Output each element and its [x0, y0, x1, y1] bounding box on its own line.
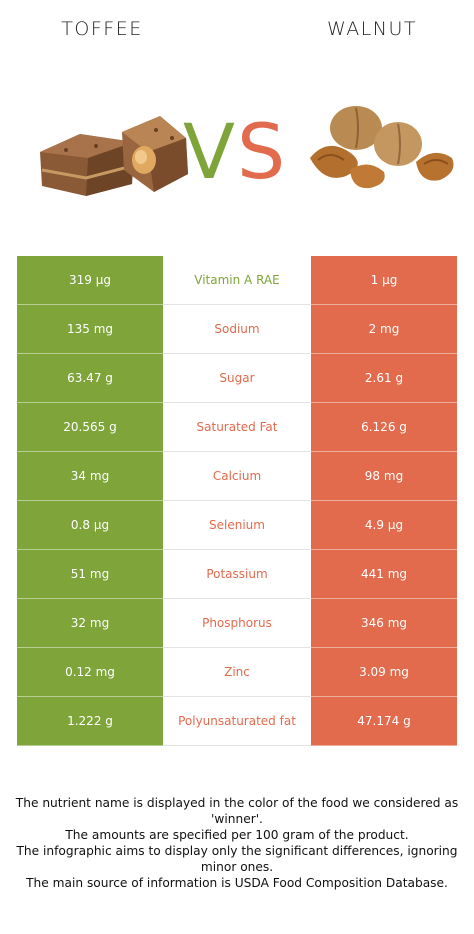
walnut-value: 2.61 g	[311, 354, 457, 403]
toffee-value: 1.222 g	[17, 697, 163, 746]
food-title-right: WALNUT	[326, 18, 418, 40]
table-row: 0.8 µg Selenium 4.9 µg	[17, 501, 457, 550]
walnut-value: 6.126 g	[311, 403, 457, 452]
footer-notes: The nutrient name is displayed in the co…	[14, 795, 460, 891]
walnut-value: 98 mg	[311, 452, 457, 501]
nutrient-name: Potassium	[163, 550, 311, 599]
nutrient-name: Phosphorus	[163, 599, 311, 648]
footer-line: The nutrient name is displayed in the co…	[15, 796, 459, 826]
nutrient-name: Selenium	[163, 501, 311, 550]
toffee-value: 0.12 mg	[17, 648, 163, 697]
table-row: 32 mg Phosphorus 346 mg	[17, 599, 457, 648]
toffee-value: 32 mg	[17, 599, 163, 648]
walnut-value: 47.174 g	[311, 697, 457, 746]
walnut-value: 2 mg	[311, 305, 457, 354]
toffee-value: 0.8 µg	[17, 501, 163, 550]
footer-line: The infographic aims to display only the…	[16, 844, 458, 874]
table-row: 34 mg Calcium 98 mg	[17, 452, 457, 501]
nutrient-name: Vitamin A RAE	[163, 256, 311, 305]
footer-line: The main source of information is USDA F…	[26, 876, 448, 890]
footer-line: The amounts are specified per 100 gram o…	[65, 828, 409, 842]
toffee-value: 20.565 g	[17, 403, 163, 452]
food-title-left: TOFFEE	[61, 18, 143, 40]
toffee-value: 135 mg	[17, 305, 163, 354]
vs-letter-v: V	[183, 112, 235, 188]
nutrient-name: Zinc	[163, 648, 311, 697]
toffee-value: 34 mg	[17, 452, 163, 501]
walnut-value: 346 mg	[311, 599, 457, 648]
toffee-value: 63.47 g	[17, 354, 163, 403]
nutrient-name: Saturated Fat	[163, 403, 311, 452]
table-row: 20.565 g Saturated Fat 6.126 g	[17, 403, 457, 452]
table-row: 135 mg Sodium 2 mg	[17, 305, 457, 354]
vs-logo: V S	[183, 112, 285, 188]
vs-letter-s: S	[237, 112, 285, 188]
nutrient-name: Sodium	[163, 305, 311, 354]
nutrient-name: Polyunsaturated fat	[163, 697, 311, 746]
table-row: 0.12 mg Zinc 3.09 mg	[17, 648, 457, 697]
walnut-value: 3.09 mg	[311, 648, 457, 697]
nutrient-name: Calcium	[163, 452, 311, 501]
walnut-value: 4.9 µg	[311, 501, 457, 550]
table-row: 63.47 g Sugar 2.61 g	[17, 354, 457, 403]
nutrient-table: 319 µg Vitamin A RAE 1 µg 135 mg Sodium 2 mg 6…	[17, 256, 457, 746]
walnut-image	[310, 106, 454, 189]
walnut-value: 441 mg	[311, 550, 457, 599]
walnut-value: 1 µg	[311, 256, 457, 305]
nutrient-name: Sugar	[163, 354, 311, 403]
toffee-value: 319 µg	[17, 256, 163, 305]
toffee-image	[40, 116, 188, 196]
table-row: 319 µg Vitamin A RAE 1 µg	[17, 256, 457, 305]
table-row: 1.222 g Polyunsaturated fat 47.174 g	[17, 697, 457, 746]
table-row: 51 mg Potassium 441 mg	[17, 550, 457, 599]
toffee-value: 51 mg	[17, 550, 163, 599]
